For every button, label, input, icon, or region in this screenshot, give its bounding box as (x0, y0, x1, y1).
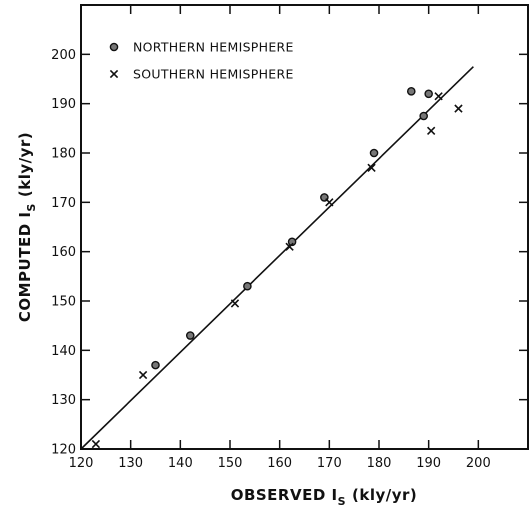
data-point (369, 148, 379, 158)
y-axis-title-subscript: S (25, 203, 38, 211)
y-tick-label: 140 (51, 344, 76, 359)
y-tick-label: 150 (51, 295, 76, 310)
y-tick-label: 120 (51, 443, 76, 458)
data-point (325, 198, 334, 207)
x-tick-label: 150 (218, 456, 243, 471)
x-axis-title-subscript: S (338, 495, 346, 508)
x-tick-label: 160 (267, 456, 292, 471)
data-point (243, 281, 252, 291)
series-northern (151, 87, 433, 370)
data-point (419, 111, 429, 121)
x-tick-label: 180 (367, 456, 392, 471)
y-tick-label: 170 (51, 196, 76, 211)
x-axis-title-main: OBSERVED I (231, 486, 338, 504)
x-axis-title-unit: (kly/yr) (352, 486, 417, 504)
y-axis-title-main: COMPUTED I (16, 212, 34, 323)
data-point (367, 163, 376, 172)
data-point (424, 89, 433, 99)
data-point (151, 360, 160, 370)
data-point (426, 126, 436, 135)
data-point (434, 92, 443, 101)
data-point (185, 331, 195, 340)
ticks-layer: 120 130 140 150 160 170 180 190 200 120 130 140 150 1… (51, 5, 528, 471)
legend-label: NORTHERN HEMISPHERE (133, 40, 294, 55)
y-tick-label: 190 (51, 97, 76, 112)
y-axis-title: COMPUTED IS (kly/yr) (16, 132, 38, 322)
legend-marker-x (109, 69, 119, 79)
y-tick-label: 160 (51, 245, 76, 260)
y-tick-label: 130 (51, 393, 76, 408)
x-tick-label: 170 (317, 456, 342, 471)
y-axis-title-unit: (kly/yr) (16, 132, 34, 197)
legend-marker-circle (109, 42, 119, 52)
reference-line-layer (80, 66, 474, 450)
x-tick-label: 190 (416, 456, 441, 471)
x-axis-title: OBSERVED IS (kly/yr) (231, 486, 418, 508)
x-tick-label: 200 (466, 456, 491, 471)
y-tick-label: 200 (51, 48, 76, 63)
data-point (230, 299, 240, 308)
x-tick-label: 130 (118, 456, 143, 471)
data-point (138, 370, 148, 380)
y-tick-label: 180 (51, 147, 76, 162)
points-layer (91, 87, 463, 449)
data-point (285, 242, 294, 251)
legend: NORTHERN HEMISPHERE SOUTHERN HEMISPHERE (109, 40, 294, 82)
data-point (91, 439, 101, 449)
data-point (287, 237, 297, 247)
plot-frame (80, 4, 529, 450)
data-point (454, 104, 463, 113)
x-tick-label: 120 (69, 456, 94, 471)
legend-label: SOUTHERN HEMISPHERE (133, 67, 294, 82)
reference-line (80, 66, 474, 450)
data-point (406, 87, 416, 96)
series-southern (91, 92, 463, 449)
x-tick-label: 140 (168, 456, 193, 471)
